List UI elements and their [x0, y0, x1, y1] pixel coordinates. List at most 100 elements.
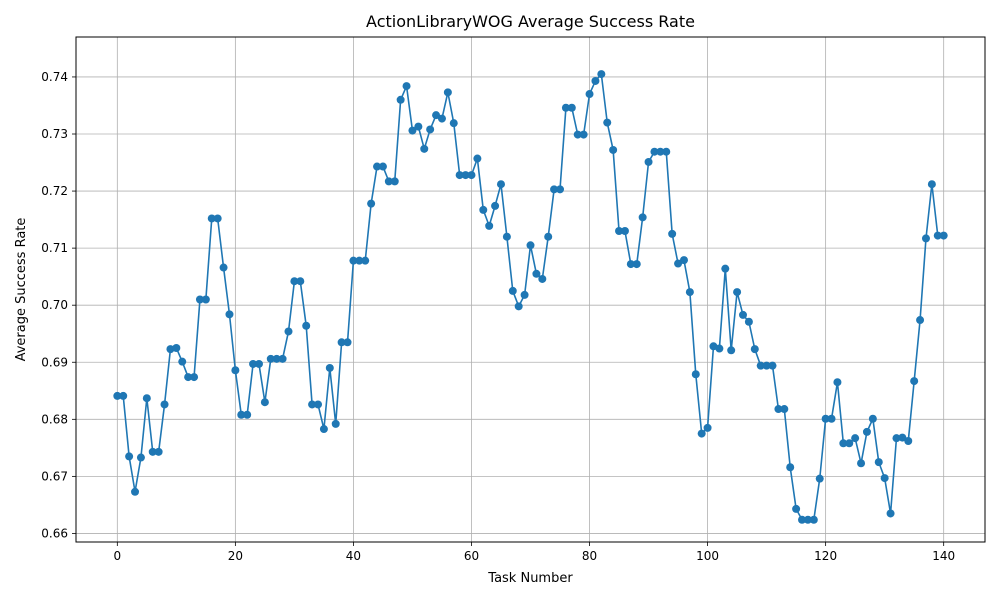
y-tick-label: 0.73: [41, 127, 68, 141]
data-point: [331, 419, 340, 428]
data-point: [868, 414, 877, 423]
x-tick-label: 120: [814, 549, 837, 563]
data-point: [597, 70, 606, 79]
data-point: [532, 269, 541, 278]
data-point: [408, 126, 417, 135]
data-point: [809, 515, 818, 524]
data-point: [768, 361, 777, 370]
data-point: [213, 214, 222, 223]
data-point: [780, 405, 789, 414]
data-point: [691, 370, 700, 379]
data-point: [862, 427, 871, 436]
data-point: [461, 171, 470, 180]
data-point: [496, 180, 505, 189]
data-point: [632, 260, 641, 269]
data-point: [184, 373, 193, 382]
data-point: [190, 373, 199, 382]
data-point: [733, 288, 742, 297]
data-point: [927, 180, 936, 189]
y-tick-label: 0.74: [41, 70, 68, 84]
data-point: [373, 162, 382, 171]
data-point: [284, 327, 293, 336]
data-markers: [113, 70, 948, 524]
data-point: [792, 504, 801, 513]
x-tick-label: 140: [932, 549, 955, 563]
data-point: [656, 147, 665, 156]
data-point: [314, 400, 323, 409]
data-point: [615, 227, 624, 236]
data-point: [508, 286, 517, 295]
data-point: [178, 357, 187, 366]
y-tick-label: 0.71: [41, 241, 68, 255]
data-point: [160, 400, 169, 409]
data-point: [579, 130, 588, 139]
y-tick-label: 0.69: [41, 355, 68, 369]
data-point: [727, 346, 736, 355]
data-point: [644, 157, 653, 166]
data-point: [839, 439, 848, 448]
data-point: [225, 310, 234, 319]
x-tick-label: 40: [346, 549, 361, 563]
data-point: [485, 221, 494, 230]
x-tick-label: 0: [113, 549, 121, 563]
data-point: [786, 463, 795, 472]
data-point: [414, 122, 423, 131]
data-point: [449, 119, 458, 128]
plot-frame: [75, 36, 986, 543]
data-point: [260, 398, 269, 407]
data-point: [851, 434, 860, 443]
data-point: [603, 118, 612, 127]
data-point: [455, 171, 464, 180]
data-point: [662, 147, 671, 156]
data-point: [679, 256, 688, 265]
data-point: [650, 147, 659, 156]
x-tick-label: 20: [228, 549, 243, 563]
data-point: [237, 410, 246, 419]
data-point: [420, 144, 429, 153]
y-axis-label: Average Success Rate: [14, 218, 29, 362]
x-axis-ticks: 0 20 40 60 80 100 120 140: [113, 542, 955, 563]
data-point: [319, 425, 328, 434]
y-tick-label: 0.66: [41, 526, 68, 540]
data-point: [384, 177, 393, 186]
data-point: [402, 82, 411, 91]
data-point: [544, 232, 553, 241]
data-point: [567, 103, 576, 112]
y-tick-label: 0.72: [41, 184, 68, 198]
data-point: [272, 354, 281, 363]
x-axis-label: Task Number: [487, 571, 573, 586]
data-point: [131, 487, 140, 496]
data-point: [426, 125, 435, 134]
data-point: [278, 354, 287, 363]
data-point: [378, 162, 387, 171]
data-point: [538, 274, 547, 283]
data-point: [721, 264, 730, 273]
data-point: [502, 232, 511, 241]
data-point: [296, 277, 305, 286]
data-point: [939, 231, 948, 240]
y-tick-label: 0.70: [41, 298, 68, 312]
data-point: [243, 410, 252, 419]
data-point: [290, 277, 299, 286]
data-point: [933, 231, 942, 240]
data-point: [526, 241, 535, 250]
data-point: [573, 130, 582, 139]
data-point: [609, 145, 618, 154]
data-point: [815, 474, 824, 483]
data-point: [561, 103, 570, 112]
data-point: [325, 363, 334, 372]
data-point: [821, 414, 830, 423]
data-point: [904, 437, 913, 445]
data-point: [302, 321, 311, 330]
data-point: [219, 263, 228, 272]
data-point: [591, 76, 600, 85]
data-point: [738, 310, 747, 319]
data-point: [514, 302, 523, 311]
x-tick-label: 100: [696, 549, 719, 563]
data-point: [798, 515, 807, 524]
data-point: [437, 114, 446, 123]
y-tick-label: 0.67: [41, 469, 68, 483]
data-point: [886, 509, 895, 518]
data-point: [585, 90, 594, 99]
